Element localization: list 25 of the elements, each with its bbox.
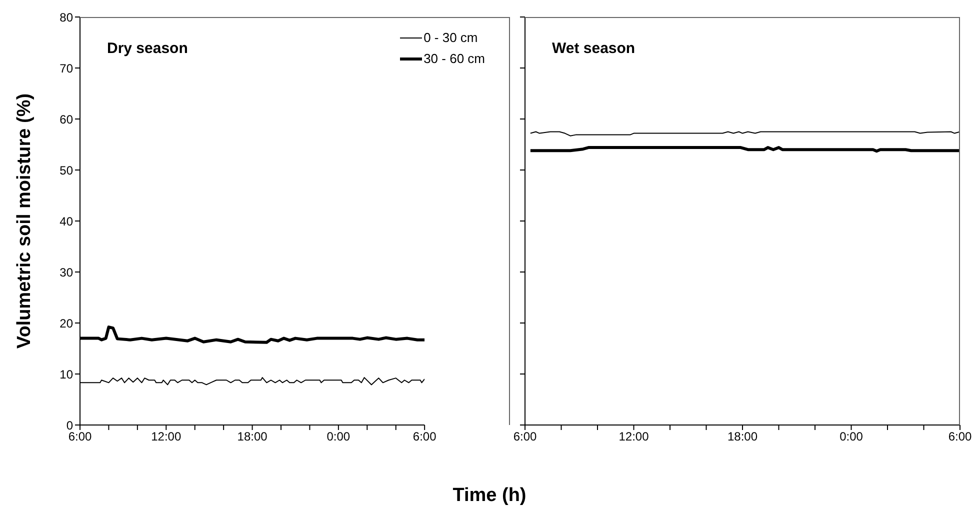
y-axis-title: Volumetric soil moisture (%): [14, 93, 36, 349]
y-tick-label: 50: [60, 163, 74, 178]
y-tick-label: 80: [60, 10, 74, 24]
x-tick-label: 6:00: [948, 430, 972, 444]
text: Wet season: [552, 40, 636, 57]
x-tick-label: 6:00: [68, 430, 92, 444]
legend-label: 0 - 30 cm: [424, 30, 478, 45]
x-tick-label: 0:00: [326, 430, 350, 444]
y-tick-label: 30: [60, 265, 74, 280]
y-tick-label: 40: [60, 214, 74, 228]
legend-label: 30 - 60 cm: [424, 51, 485, 66]
x-tick-label: 6:00: [513, 430, 537, 444]
x-tick-label: 18:00: [727, 430, 758, 444]
y-tick-label: 70: [60, 61, 74, 76]
x-tick-label: 0:00: [840, 430, 864, 444]
y-tick-label: 10: [60, 367, 74, 382]
y-tick-label: 0: [66, 418, 74, 432]
x-tick-label: 12:00: [151, 430, 182, 444]
x-tick-label: 12:00: [618, 430, 650, 444]
y-tick-label: 60: [60, 112, 74, 126]
text: Dry season: [107, 40, 188, 57]
y-tick-label: 20: [60, 316, 74, 330]
x-tick-label: 18:00: [237, 430, 268, 444]
x-tick-label: 6:00: [412, 430, 437, 444]
x-axis-title: Time (h): [452, 485, 528, 507]
